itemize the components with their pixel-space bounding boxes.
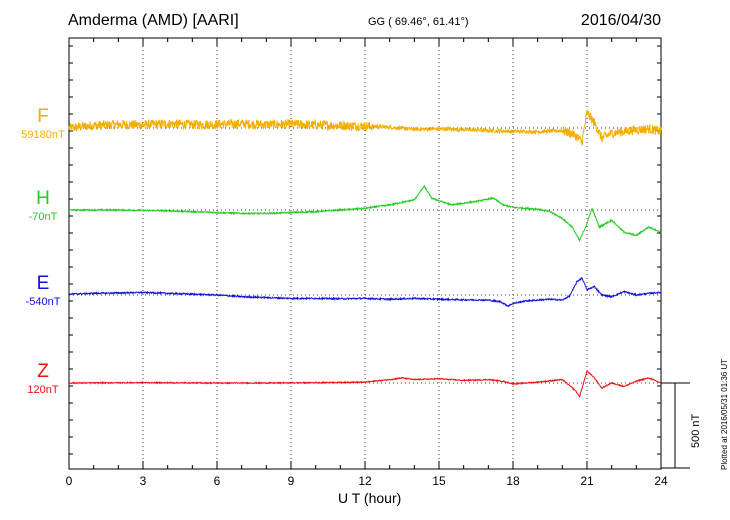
- plot-date: 2016/04/30: [580, 12, 661, 29]
- x-tick-label: 12: [358, 474, 372, 488]
- plotted-timestamp: Plotted at 2016/05/31 01:36 UT: [720, 358, 729, 470]
- x-tick-label: 6: [214, 474, 221, 488]
- series-name-f: F: [37, 106, 49, 127]
- scale-bar-label: 500 nT: [690, 413, 702, 448]
- series-baseline-h: -70nT: [28, 211, 58, 223]
- x-tick-label: 24: [654, 474, 668, 488]
- component-label-e: E -540nT: [8, 273, 78, 309]
- x-tick-label: 21: [580, 474, 594, 488]
- component-label-h: H -70nT: [8, 188, 78, 224]
- geographic-coordinates: GG ( 69.46°, 61.41°): [368, 16, 469, 28]
- series-name-h: H: [36, 188, 50, 209]
- x-tick-label: 0: [66, 474, 73, 488]
- series-name-z: Z: [37, 361, 49, 382]
- x-tick-label: 3: [140, 474, 147, 488]
- series-baseline-e: -540nT: [25, 296, 61, 308]
- x-tick-label: 18: [506, 474, 520, 488]
- component-label-z: Z 120nT: [8, 361, 78, 397]
- x-tick-label: 15: [432, 474, 446, 488]
- series-baseline-z: 120nT: [27, 384, 59, 396]
- series-h-line: [68, 185, 662, 242]
- x-axis-title: U T (hour): [338, 490, 402, 506]
- series-z-line: [68, 369, 662, 398]
- x-tick-label: 9: [288, 474, 295, 488]
- station-title: Amderma (AMD) [AARI]: [68, 12, 239, 29]
- series-baseline-f: 59180nT: [21, 129, 65, 141]
- series-f-line: [68, 110, 662, 146]
- series-e-line: [68, 276, 662, 308]
- series-name-e: E: [36, 273, 50, 294]
- component-label-f: F 59180nT: [8, 106, 78, 142]
